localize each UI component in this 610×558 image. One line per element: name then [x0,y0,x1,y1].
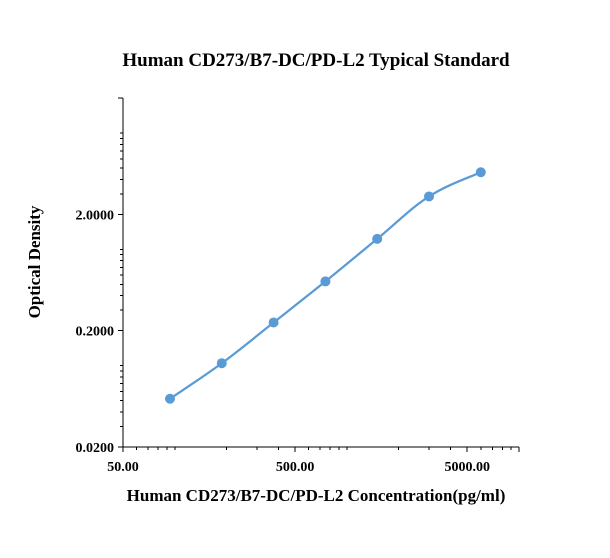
x-tick-label: 50.00 [107,460,139,475]
y-axis-label: Optical Density [25,205,44,318]
data-point [372,233,383,244]
y-tick-label: 0.2000 [76,325,115,340]
data-point [164,393,175,404]
data-point [320,276,331,287]
chart-title: Human CD273/B7-DC/PD-L2 Typical Standard [122,50,510,71]
data-point [424,191,435,202]
series-layer [164,167,486,404]
y-tick-label: 0.0200 [76,441,115,456]
y-tick-label: 2.0000 [76,208,115,223]
data-point [475,167,486,178]
x-axis-label: Human CD273/B7-DC/PD-L2 Concentration(pg… [127,486,506,505]
data-point [216,358,227,369]
x-tick-label: 500.00 [276,460,315,475]
x-tick-label: 5000.00 [444,460,490,475]
x-axis: 50.00 500.00 5000.00 [107,446,520,475]
y-axis: 0.0200 0.2000 2.0000 [76,97,124,456]
data-point [268,317,279,328]
